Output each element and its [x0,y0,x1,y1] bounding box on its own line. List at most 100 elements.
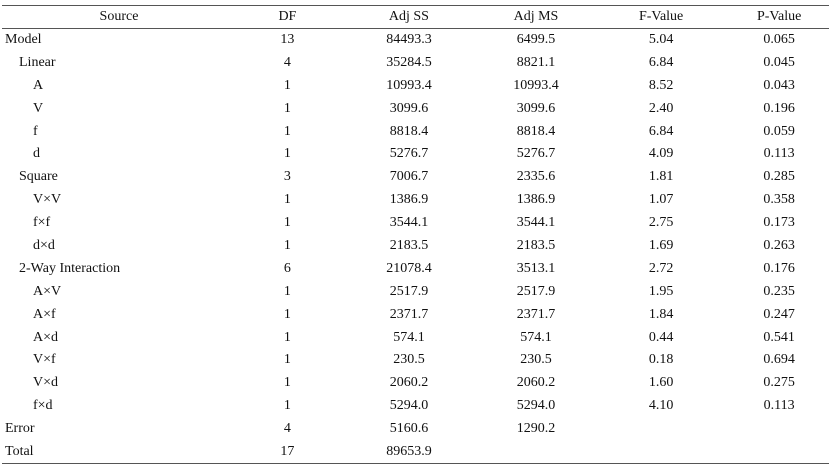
source-cell: A×V [33,283,62,299]
value-cell: 0.285 [763,169,795,185]
value-cell: 1290.2 [516,421,556,437]
value-cell [729,441,829,464]
value-cell: 84493.3 [386,32,432,48]
header-cell: DF [278,9,297,24]
value-cell: 1 [283,352,291,368]
value-cell: 8821.1 [516,54,556,70]
source-cell: V×d [33,375,59,391]
value-cell: 2060.2 [389,375,429,391]
value-cell: 0.045 [763,54,795,70]
value-cell: 35284.5 [386,54,432,70]
value-cell: 5294.0 [389,398,429,414]
value-cell: 0.235 [763,283,795,299]
table-row: A×d 1 574.1 574.1 0.44 0.541 [2,326,829,349]
value-cell: 2060.2 [516,375,556,391]
table-row: V×f 1 230.5 230.5 0.18 0.694 [2,349,829,372]
header-cell: P-Value [756,9,802,24]
table-row: A×V 1 2517.9 2517.9 1.95 0.235 [2,280,829,303]
value-cell: 21078.4 [386,260,432,276]
value-cell: 1.84 [648,306,674,322]
value-cell: 5294.0 [516,398,556,414]
value-cell: 2371.7 [516,306,556,322]
source-cell: A×f [33,306,56,322]
value-cell: 1386.9 [516,192,556,208]
value-cell: 2.75 [648,215,674,231]
table-row: f×f 1 3544.1 3544.1 2.75 0.173 [2,212,829,235]
value-cell: 0.113 [763,398,795,414]
header-cell: Adj MS [513,9,559,24]
value-cell: 0.358 [763,192,795,208]
value-cell: 0.44 [648,329,674,345]
anova-table: Source DF Adj SS Adj MS F-Value P-Value Model… [2,5,829,464]
value-cell: 5160.6 [389,421,429,437]
value-cell: 1.95 [648,283,674,299]
value-cell: 5276.7 [389,146,429,162]
value-cell: 8.52 [648,77,674,93]
table-row: f 1 8818.4 8818.4 6.84 0.059 [2,120,829,143]
table-row: Square 3 7006.7 2335.6 1.81 0.285 [2,166,829,189]
value-cell: 3099.6 [389,100,429,116]
value-cell: 3 [283,169,291,185]
value-cell: 1 [283,306,291,322]
value-cell: 6499.5 [516,32,556,48]
value-cell: 1 [283,77,291,93]
value-cell: 7006.7 [389,169,429,185]
value-cell: 1 [283,146,291,162]
source-cell: Linear [19,54,56,70]
value-cell: 1.07 [648,192,674,208]
value-cell: 0.247 [763,306,795,322]
source-cell: d×d [33,237,55,253]
value-cell [593,441,729,464]
value-cell: 2517.9 [516,283,556,299]
header-cell: F-Value [638,9,684,24]
value-cell: 1 [283,375,291,391]
value-cell: 8818.4 [516,123,556,139]
table-row: Model 13 84493.3 6499.5 5.04 0.065 [2,29,829,52]
table-row: Total 17 89653.9 [2,441,829,464]
value-cell: 1 [283,283,291,299]
value-cell: 0.275 [763,375,795,391]
value-cell: 3099.6 [516,100,556,116]
source-cell: f×f [33,215,51,231]
value-cell: 3544.1 [516,215,556,231]
value-cell: 0.196 [763,100,795,116]
value-cell [729,418,829,441]
value-cell: 1 [283,237,291,253]
table-row: 2-Way Interaction 6 21078.4 3513.1 2.72 0.176 [2,257,829,280]
value-cell: 1 [283,100,291,116]
value-cell: 2371.7 [389,306,429,322]
value-cell [593,418,729,441]
value-cell: 0.18 [648,352,674,368]
source-cell: f×d [33,398,53,414]
source-cell: V×V [33,192,62,208]
value-cell: 1.69 [648,237,674,253]
value-cell: 4.09 [648,146,674,162]
header-row: Source DF Adj SS Adj MS F-Value P-Value [2,5,829,29]
source-cell: A×d [33,329,59,345]
value-cell: 3544.1 [389,215,429,231]
table-header: Source DF Adj SS Adj MS F-Value P-Value [2,5,829,29]
table-row: V×V 1 1386.9 1386.9 1.07 0.358 [2,189,829,212]
source-cell: 2-Way Interaction [19,260,121,276]
value-cell: 5276.7 [516,146,556,162]
source-cell: Error [5,421,35,437]
value-cell: 8818.4 [389,123,429,139]
value-cell [479,441,593,464]
value-cell: 2517.9 [389,283,429,299]
value-cell: 0.043 [763,77,795,93]
value-cell: 230.5 [393,352,425,368]
value-cell: 1.60 [648,375,674,391]
value-cell: 10993.4 [513,77,559,93]
table-row: A×f 1 2371.7 2371.7 1.84 0.247 [2,303,829,326]
value-cell: 1386.9 [389,192,429,208]
value-cell: 10993.4 [386,77,432,93]
value-cell: 0.694 [763,352,795,368]
value-cell: 17 [280,443,295,459]
source-cell: f [33,123,38,139]
value-cell: 2335.6 [516,169,556,185]
value-cell: 4 [283,54,291,70]
value-cell: 1 [283,215,291,231]
value-cell: 574.1 [393,329,425,345]
value-cell: 2183.5 [516,237,556,253]
value-cell: 2.72 [648,260,674,276]
